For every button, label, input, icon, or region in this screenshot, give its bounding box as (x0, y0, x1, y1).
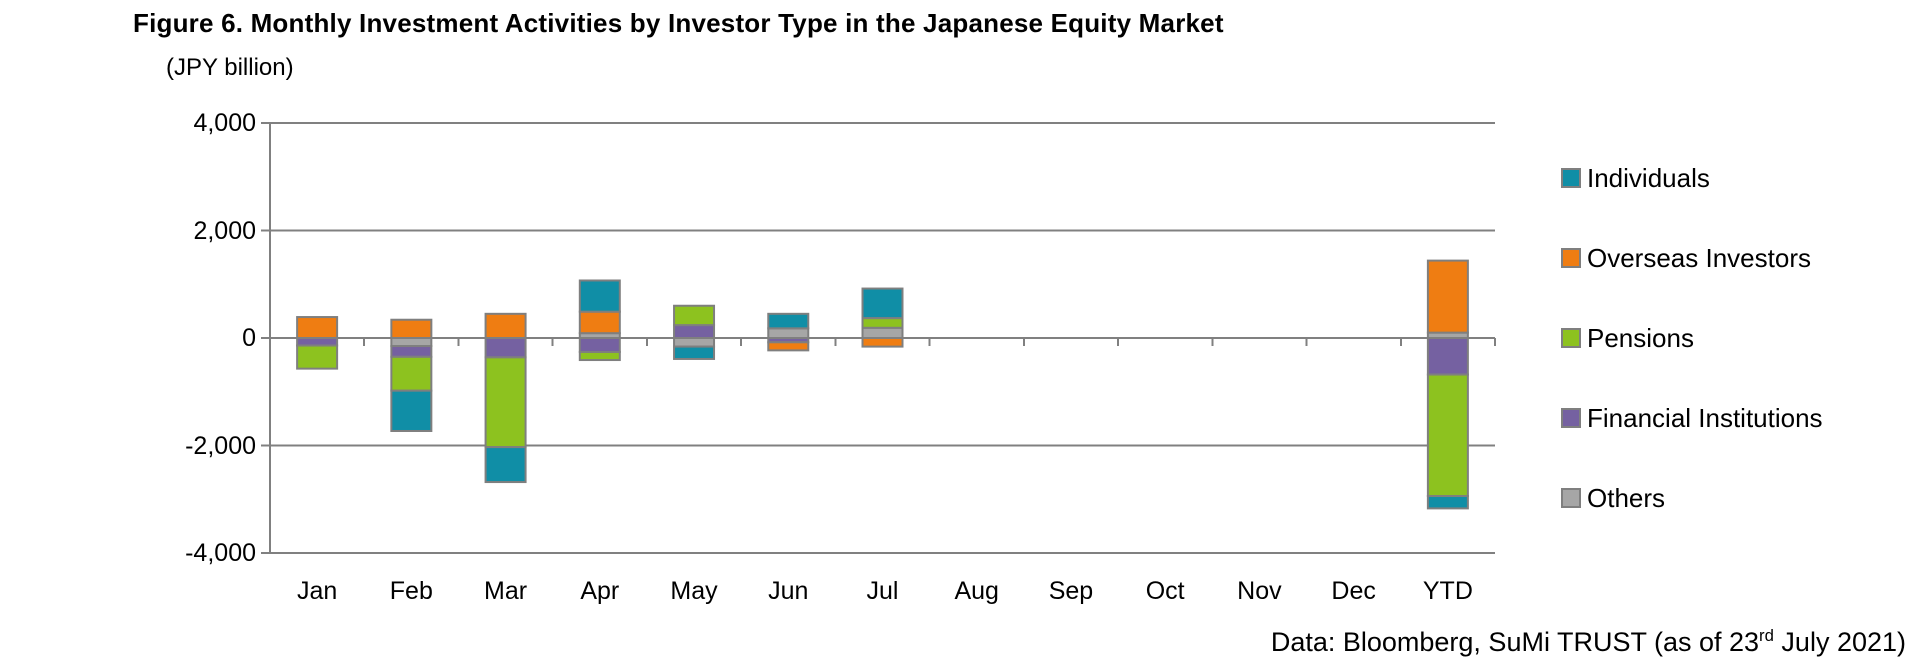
bar-segment-ytd-financial-institutions (1426, 337, 1469, 376)
legend-swatch-icon (1561, 488, 1581, 508)
bar-segment-apr-financial-institutions (578, 337, 621, 353)
x-axis-label-oct: Oct (1145, 577, 1185, 605)
source-note-suffix: July 2021) (1773, 627, 1906, 657)
bar-segment-jan-financial-institutions (296, 337, 339, 347)
legend-label: Financial Institutions (1587, 402, 1823, 433)
bar-segment-may-others (673, 337, 716, 348)
bar-segment-ytd-individuals (1426, 495, 1469, 510)
x-axis-label-ytd: YTD (1422, 577, 1473, 605)
x-axis-label-sep: Sep (1048, 577, 1094, 605)
bar-segment-apr-individuals (578, 279, 621, 313)
source-note-superscript: rd (1759, 626, 1774, 645)
legend-swatch-icon (1561, 408, 1581, 428)
x-axis-label-jul: Jul (866, 577, 899, 605)
legend-item-individuals: Individuals (1561, 162, 1823, 194)
legend-label: Individuals (1587, 162, 1710, 193)
bar-segment-jun-others (767, 327, 810, 340)
chart-legend: Individuals Overseas Investors Pensions Fin… (1561, 162, 1823, 562)
legend-swatch-icon (1561, 248, 1581, 268)
bar-segment-mar-pensions (484, 356, 527, 449)
legend-label: Others (1587, 482, 1666, 513)
bar-segment-ytd-overseas-investors (1426, 259, 1469, 334)
legend-item-financial-institutions: Financial Institutions (1561, 402, 1823, 434)
x-axis-label-nov: Nov (1237, 577, 1282, 605)
bar-segment-feb-financial-institutions (390, 345, 433, 358)
bar-segment-jan-overseas-investors (296, 316, 339, 340)
bar-segment-jul-others (861, 326, 904, 340)
bar-segment-jun-overseas-investors (767, 341, 810, 352)
bar-segment-mar-overseas-investors (484, 312, 527, 339)
chart-title: Figure 6. Monthly Investment Activities … (133, 8, 1224, 38)
legend-item-pensions: Pensions (1561, 322, 1823, 354)
x-axis-label-feb: Feb (389, 577, 433, 605)
bar-segment-jun-individuals (767, 312, 810, 330)
x-axis-label-dec: Dec (1331, 577, 1376, 605)
x-axis-label-aug: Aug (954, 577, 999, 605)
legend-swatch-icon (1561, 328, 1581, 348)
source-note-text: Data: Bloomberg, SuMi TRUST (as of 23 (1270, 627, 1760, 657)
bar-segment-feb-pensions (390, 355, 433, 392)
legend-label: Overseas Investors (1587, 242, 1811, 273)
bar-segment-mar-financial-institutions (484, 337, 527, 359)
bar-segment-jul-pensions (861, 317, 904, 329)
bar-segment-ytd-pensions (1426, 373, 1469, 498)
y-axis-tick-label: 2,000 (193, 216, 256, 245)
source-note: Data: Bloomberg, SuMi TRUST (as of 23rd … (1271, 626, 1906, 658)
bar-segment-feb-others (390, 337, 433, 348)
bar-segment-may-financial-institutions (673, 324, 716, 340)
y-axis-tick-label: -4,000 (185, 539, 256, 567)
y-axis-tick-label: -2,000 (185, 431, 256, 460)
x-axis-label-jan: Jan (296, 577, 338, 605)
bar-segment-apr-overseas-investors (578, 310, 621, 335)
bar-segment-jul-overseas-investors (861, 337, 904, 348)
legend-item-others: Others (1561, 482, 1823, 514)
legend-item-overseas-investors: Overseas Investors (1561, 242, 1823, 274)
x-axis-label-jun: Jun (768, 577, 809, 605)
y-axis-tick-label: 0 (242, 324, 256, 352)
x-axis-label-may: May (670, 577, 718, 605)
bar-segment-feb-overseas-investors (390, 318, 433, 340)
y-axis-unit-label: (JPY billion) (166, 54, 294, 81)
x-axis-label-apr: Apr (580, 577, 620, 605)
x-axis-label-mar: Mar (484, 577, 528, 605)
bar-segment-apr-pensions (578, 350, 621, 362)
legend-label: Pensions (1587, 322, 1694, 353)
bar-segment-may-pensions (673, 304, 716, 327)
bar-segment-may-individuals (673, 345, 716, 360)
legend-swatch-icon (1561, 168, 1581, 188)
bar-segment-jan-pensions (296, 344, 339, 370)
bar-segment-mar-individuals (484, 446, 527, 484)
y-axis-tick-label: 4,000 (193, 109, 256, 137)
bar-segment-feb-individuals (390, 389, 433, 432)
bar-segment-jul-individuals (861, 287, 904, 320)
